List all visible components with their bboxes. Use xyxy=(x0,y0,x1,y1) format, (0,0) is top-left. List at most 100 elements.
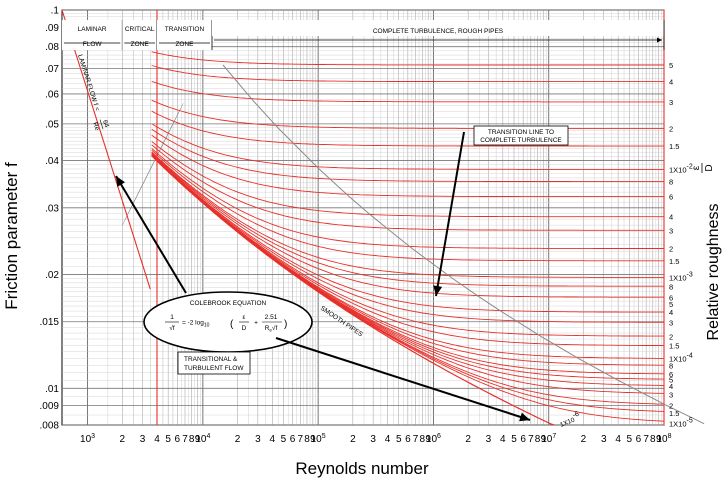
eq-lhs-den: √f xyxy=(169,324,175,332)
roughness-curve xyxy=(151,148,664,249)
x-tick-label: 4 xyxy=(154,434,160,445)
x-tick-label: 8 xyxy=(535,434,541,445)
x-tick-label: 6 xyxy=(520,434,526,445)
roughness-curve xyxy=(151,144,664,231)
roughness-label: 3 xyxy=(669,98,673,107)
colebrook-title: COLEBROOK EQUATION xyxy=(190,300,267,307)
x-tick-label: 8 xyxy=(419,434,425,445)
x-tick-label: 9 xyxy=(310,434,316,445)
laminar-region-label: LAMINAR xyxy=(78,26,107,33)
x-tick-label: 6 xyxy=(636,434,642,445)
x-tick-label: 9 xyxy=(195,434,201,445)
arrowhead-icon xyxy=(433,285,443,296)
smooth-pipe-curve xyxy=(151,155,555,426)
grid-layer xyxy=(61,9,665,426)
arrowhead-icon xyxy=(657,37,662,43)
x-tick-label: 4 xyxy=(385,434,391,445)
x-tick-label: 105 xyxy=(311,433,326,445)
eq-f2-den: Re√f xyxy=(265,324,278,333)
arrowhead-icon xyxy=(116,176,125,187)
roughness-label: 1X10-3 xyxy=(669,271,693,282)
turbulent-region-bg xyxy=(211,20,665,36)
x-tick-label: 4 xyxy=(500,434,506,445)
roughness-curve xyxy=(151,128,664,183)
roughness-label: 4 xyxy=(669,382,673,391)
fraction-bar xyxy=(99,119,104,130)
x-tick-label: 8 xyxy=(650,434,656,445)
transition-region-label: ZONE xyxy=(175,41,194,48)
x-tick-label: 6 xyxy=(405,434,411,445)
roughness-curve xyxy=(151,123,664,170)
x-tick-label: 7 xyxy=(182,434,188,445)
y-tick-label: .07 xyxy=(45,64,59,75)
transition-line xyxy=(222,64,705,425)
roughness-curve xyxy=(151,152,664,287)
y-tick-label: .08 xyxy=(45,42,59,53)
y-tick-label: .009 xyxy=(40,401,60,412)
y-tick-label: .06 xyxy=(45,89,59,100)
roughness-label: 1.5 xyxy=(669,342,679,351)
x-tick-label: 107 xyxy=(541,433,556,445)
x-axis-title: Reynolds number xyxy=(295,459,429,478)
right-axis-title: Relative roughness xyxy=(705,204,722,341)
roughness-label: 2 xyxy=(669,124,673,133)
roughness-curve xyxy=(151,134,664,198)
roughness-label: 6 xyxy=(669,293,673,302)
eq-f1-den: D xyxy=(242,325,247,332)
x-tick-label: 5 xyxy=(396,434,402,445)
roughness-label: 4 xyxy=(669,213,673,222)
eq-paren-close: ) xyxy=(284,319,287,330)
x-tick-label: 3 xyxy=(601,434,607,445)
transition-region-label: TRANSITION xyxy=(165,26,205,33)
x-tick-label: 3 xyxy=(486,434,492,445)
roughness-label: 8 xyxy=(669,282,673,291)
y-tick-label: .09 xyxy=(45,23,59,34)
x-tick-label: 5 xyxy=(627,434,633,445)
roughness-fraction-den: D xyxy=(704,164,715,171)
roughness-curve xyxy=(151,153,664,313)
roughness-curve xyxy=(151,65,664,83)
roughness-label: 5 xyxy=(669,61,673,70)
x-tick-label: 3 xyxy=(255,434,261,445)
critical-region-bg xyxy=(122,20,157,50)
roughness-label: 1.5 xyxy=(669,257,679,266)
laminar-line xyxy=(61,9,151,290)
roughness-label: 3 xyxy=(669,226,673,235)
roughness-label: 6 xyxy=(669,370,673,379)
y-tick-label: .1 xyxy=(51,6,60,17)
x-tick-label: 8 xyxy=(304,434,310,445)
plot-frame xyxy=(61,9,665,426)
laminar-label-num: 64 xyxy=(101,119,110,128)
x-tick-label: 9 xyxy=(425,434,431,445)
roughness-label: 4 xyxy=(669,78,673,87)
colebrook-arrow-up xyxy=(115,175,187,294)
roughness-label: 1.5 xyxy=(669,142,679,151)
x-tick-label: 104 xyxy=(195,433,210,445)
turbulent-region-label: COMPLETE TURBULENCE, ROUGH PIPES xyxy=(373,28,504,35)
x-tick-label: 7 xyxy=(298,434,304,445)
x-tick-label: 2 xyxy=(350,434,356,445)
x-tick-label: 108 xyxy=(656,433,671,445)
bottom-roughness-text: 1X10-6 xyxy=(558,411,582,429)
x-tick-label: 6 xyxy=(175,434,181,445)
transitional-text: TRANSITIONAL & xyxy=(184,356,238,363)
x-tick-label: 4 xyxy=(615,434,621,445)
x-tick-label: 106 xyxy=(426,433,441,445)
x-tick-label: 2 xyxy=(465,434,471,445)
y-tick-label: .03 xyxy=(45,203,59,214)
roughness-curve xyxy=(151,149,664,262)
roughness-curve xyxy=(151,151,664,278)
critical-region-label: ZONE xyxy=(131,41,150,48)
roughness-curve xyxy=(151,99,664,129)
roughness-curve xyxy=(151,141,664,218)
roughness-label: 4 xyxy=(669,308,673,317)
y-tick-label: .05 xyxy=(45,119,59,130)
roughness-curve xyxy=(151,110,664,147)
roughness-fraction-num: ε xyxy=(691,165,702,170)
transition-line-text: TRANSITION LINE TO xyxy=(488,129,554,136)
x-tick-label: 7 xyxy=(413,434,419,445)
critical-region-label: CRITICAL xyxy=(125,26,155,33)
y-tick-label: .008 xyxy=(40,421,60,432)
